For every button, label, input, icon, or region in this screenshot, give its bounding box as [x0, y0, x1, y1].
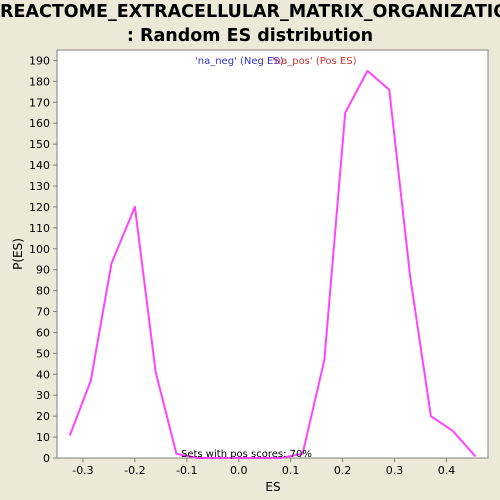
x-tick-label: 0.2: [334, 464, 352, 477]
y-tick-label: 120: [29, 201, 50, 214]
y-tick-label: 60: [36, 326, 50, 339]
y-tick-label: 160: [29, 117, 50, 130]
x-tick-label: 0.0: [230, 464, 248, 477]
x-tick-label: 0.4: [438, 464, 456, 477]
series-point: [366, 70, 369, 72]
x-axis: -0.3 -0.2 -0.1 0.0 0.1 0.2 0.3 0.4: [72, 458, 455, 477]
y-tick-label: 190: [29, 54, 50, 67]
y-tick-label: 90: [36, 264, 50, 277]
y-tick-label: 30: [36, 389, 50, 402]
x-axis-title: ES: [265, 480, 280, 494]
series-point: [175, 453, 178, 455]
series-point: [110, 262, 113, 265]
annotation-pos-scores: Sets with pos scores: 70%: [181, 449, 312, 460]
chart-title-line-2: : Random ES distribution: [126, 26, 374, 46]
series-layer: [69, 69, 476, 459]
chart-title: REACTOME_EXTRACELLULAR_MATRIX_ORGANIZATI…: [0, 0, 500, 48]
y-tick-label: 40: [36, 368, 50, 381]
legend-entry-pos: 'na_pos' (Pos ES): [272, 56, 357, 67]
series-point: [134, 206, 136, 208]
series-point: [89, 379, 92, 382]
series-point: [474, 455, 476, 457]
series-point: [301, 453, 304, 455]
y-tick-label: 80: [36, 285, 50, 298]
x-tick-label: 0.1: [282, 464, 300, 477]
y-tick-label: 130: [29, 180, 50, 193]
series-point: [430, 415, 432, 417]
y-axis: 0 10 20 30 40 50 60 70 80 90 100 110 120 130 140 150 160…: [29, 54, 57, 465]
plot-area: [56, 49, 489, 459]
legend-entry-neg: 'na_neg' (Neg ES): [195, 56, 284, 67]
chart-title-line-1: REACTOME_EXTRACELLULAR_MATRIX_ORGANIZATI…: [0, 2, 500, 22]
x-tick-label: -0.2: [124, 464, 145, 477]
y-tick-label: 110: [29, 222, 50, 235]
series-point: [344, 111, 346, 114]
x-tick-label: -0.1: [176, 464, 197, 477]
series-point: [279, 457, 282, 459]
series-point: [196, 457, 199, 459]
x-tick-label: -0.3: [72, 464, 93, 477]
series-point: [69, 434, 71, 436]
y-tick-label: 20: [36, 410, 50, 423]
y-tick-label: 70: [36, 306, 50, 319]
series-point: [154, 371, 157, 374]
series-point: [323, 358, 326, 361]
y-tick-label: 10: [36, 431, 50, 444]
x-tick-label: 0.3: [386, 464, 404, 477]
y-tick-label: 140: [29, 159, 50, 172]
series-point: [388, 88, 391, 91]
series-point: [409, 275, 411, 277]
y-tick-label: 180: [29, 75, 50, 88]
y-tick-label: 0: [43, 452, 50, 465]
y-tick-label: 50: [36, 347, 50, 360]
y-tick-label: 170: [29, 96, 50, 109]
legend: 'na_neg' (Neg ES) 'na_pos' (Pos ES): [195, 56, 357, 67]
series-point: [451, 430, 454, 432]
y-tick-label: 150: [29, 138, 50, 151]
y-axis-title: P(ES): [11, 238, 25, 270]
y-tick-label: 100: [29, 243, 50, 256]
